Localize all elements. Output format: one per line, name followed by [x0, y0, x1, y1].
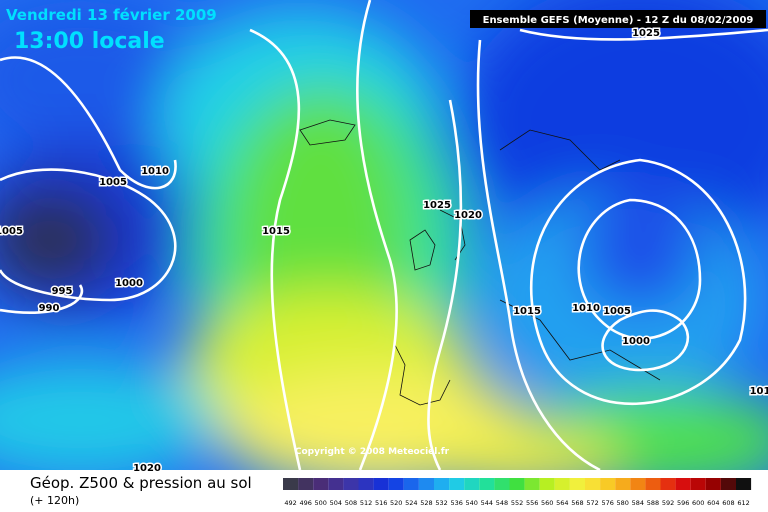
legend-swatch — [509, 478, 525, 490]
legend-swatch — [479, 478, 495, 490]
legend-swatch — [660, 478, 676, 490]
date: Vendredi 13 février 2009 — [6, 6, 217, 24]
legend-swatch — [736, 478, 752, 490]
isobar-label: 990 — [39, 303, 60, 314]
legend-label: 536 — [450, 499, 462, 507]
isobar-label: 1025 — [423, 200, 451, 211]
isobar-label: 1025 — [632, 28, 660, 39]
legend-label: 504 — [330, 499, 342, 507]
legend-swatch — [615, 478, 631, 490]
legend-label: 540 — [466, 499, 478, 507]
copyright: Copyright © 2008 Meteociel.fr — [295, 447, 450, 457]
isobar-label: 1015 — [262, 226, 290, 237]
footer-lead: (+ 120h) — [30, 494, 79, 507]
model-box — [470, 10, 766, 28]
legend-swatch — [554, 478, 570, 490]
legend-label: 560 — [541, 499, 553, 507]
isobar-label: 1020 — [454, 210, 482, 221]
legend-label: 600 — [692, 499, 704, 507]
legend-label: 612 — [737, 499, 749, 507]
legend-swatch — [358, 478, 374, 490]
isobar-label: 101 — [750, 386, 768, 397]
legend-label: 508 — [345, 499, 357, 507]
legend-swatch — [675, 478, 691, 490]
legend-swatch — [403, 478, 419, 490]
legend-swatch — [600, 478, 616, 490]
legend-label: 492 — [284, 499, 296, 507]
legend-swatch — [388, 478, 404, 490]
legend-swatch — [464, 478, 480, 490]
legend-label: 556 — [526, 499, 538, 507]
legend-label: 544 — [481, 499, 493, 507]
legend-swatch — [720, 478, 736, 490]
legend-label: 564 — [556, 499, 568, 507]
footer-title: Géop. Z500 & pression au sol — [30, 474, 252, 492]
legend-label: 568 — [571, 499, 583, 507]
color-legend: 492 496 500 504 508 512 516 520 524 528 532 536 540 5… — [283, 478, 752, 507]
legend-label: 596 — [677, 499, 689, 507]
legend-label: 576 — [601, 499, 613, 507]
model-label: Ensemble GEFS (Moyenne) - 12 Z du 08/02/… — [483, 15, 754, 26]
time: 13:00 locale — [14, 29, 165, 54]
legend-label: 572 — [586, 499, 598, 507]
legend-swatch — [449, 478, 465, 490]
legend-label: 524 — [405, 499, 417, 507]
legend-swatch — [313, 478, 329, 490]
legend-label: 528 — [420, 499, 432, 507]
legend-swatch — [343, 478, 359, 490]
legend-swatch — [630, 478, 646, 490]
legend-label: 520 — [390, 499, 402, 507]
isobar-label: 1005 — [99, 177, 127, 188]
legend-swatch — [418, 478, 434, 490]
isobar-labels: 1025101010051005101510251020100099599010… — [0, 27, 768, 476]
legend-swatch — [569, 478, 585, 490]
legend-label: 552 — [511, 499, 523, 507]
isobar-label: 1015 — [513, 306, 541, 317]
legend-label: 608 — [722, 499, 734, 507]
legend-swatch — [298, 478, 314, 490]
legend-label: 516 — [375, 499, 387, 507]
legend-swatch — [434, 478, 450, 490]
legend-label: 592 — [662, 499, 674, 507]
legend-label: 500 — [315, 499, 327, 507]
legend-label: 584 — [632, 499, 644, 507]
isobar-label: 1000 — [622, 336, 650, 347]
legend-label: 588 — [647, 499, 659, 507]
legend-swatch — [524, 478, 540, 490]
legend-swatch — [690, 478, 706, 490]
legend-label: 548 — [496, 499, 508, 507]
field — [0, 0, 768, 470]
legend-label: 512 — [360, 499, 372, 507]
legend-label: 496 — [299, 499, 311, 507]
legend-label: 532 — [435, 499, 447, 507]
legend-swatch — [645, 478, 661, 490]
isobar-label: 1005 — [0, 226, 23, 237]
legend-label: 580 — [617, 499, 629, 507]
isobar-label: 1020 — [133, 463, 161, 474]
legend-swatch — [283, 478, 299, 490]
legend-swatch — [539, 478, 555, 490]
legend-swatch — [705, 478, 721, 490]
legend-label: 604 — [707, 499, 719, 507]
isobar-label: 1010 — [572, 303, 600, 314]
legend-swatch — [585, 478, 601, 490]
isobar-label: 1010 — [141, 166, 169, 177]
isobar-label: 1005 — [603, 306, 631, 317]
legend-swatch — [373, 478, 389, 490]
isobar-label: 1000 — [115, 278, 143, 289]
legend-swatch — [328, 478, 344, 490]
isobar-label: 995 — [52, 286, 73, 297]
legend-swatch — [494, 478, 510, 490]
